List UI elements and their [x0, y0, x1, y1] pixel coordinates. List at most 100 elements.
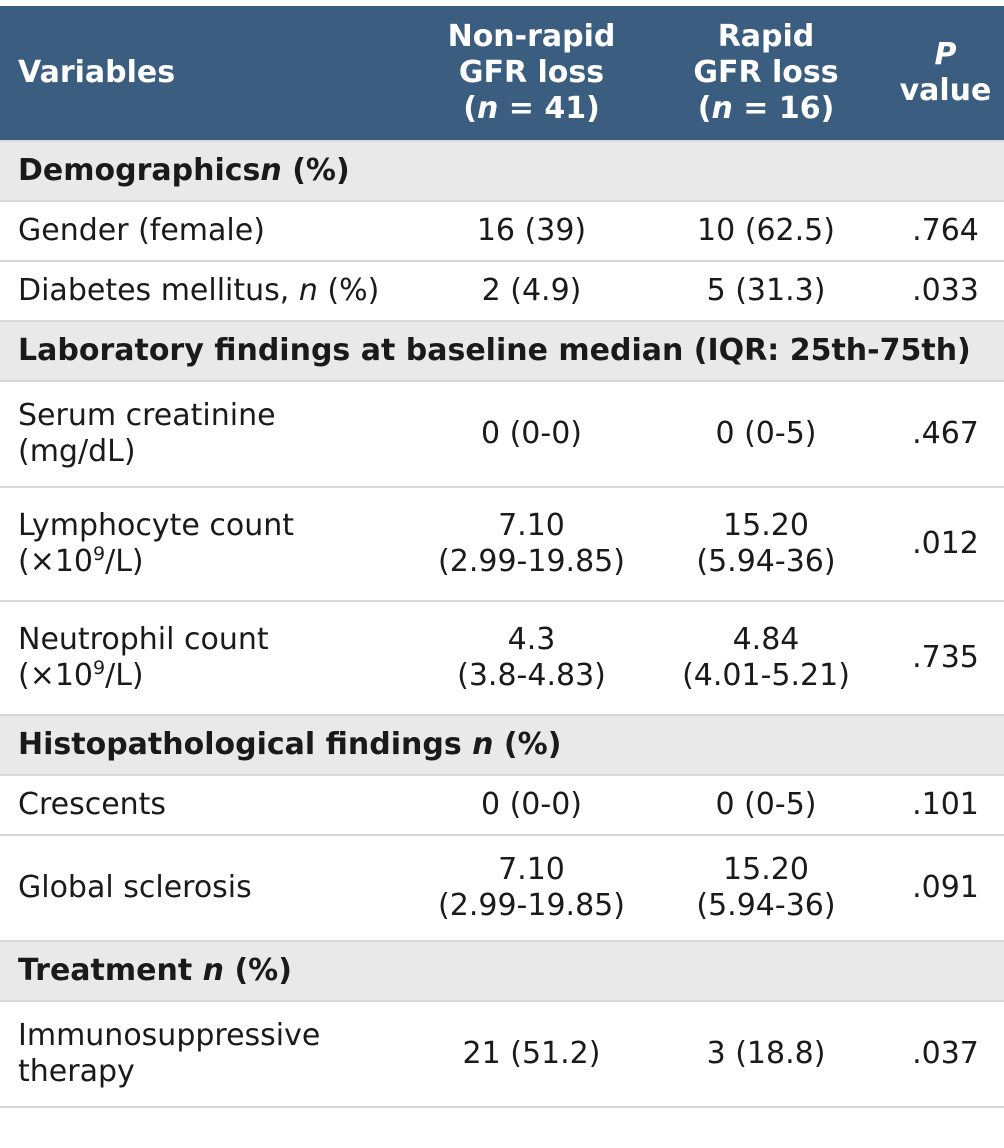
header-rapid-n: n	[711, 91, 733, 126]
section-histo-text: Histopathological findings	[18, 727, 473, 762]
row-neutrophil-label-sup: 9	[93, 657, 106, 679]
row-immuno-label-1: Immunosuppressive	[18, 1018, 321, 1053]
section-treatment-pct: (%)	[224, 953, 292, 988]
table-row: Gender (female) 16 (39) 10 (62.5) .764	[0, 201, 1004, 262]
header-non-rapid-line1: Non-rapid	[447, 19, 616, 54]
section-demographics-n: n	[260, 153, 282, 188]
row-gender-p: .764	[887, 201, 1004, 262]
row-sclerosis-rapid-1: 15.20	[723, 852, 809, 887]
row-lymphocyte-label: Lymphocyte count (×109/L)	[0, 487, 418, 602]
row-gender-label: Gender (female)	[0, 201, 418, 262]
data-table: Variables Non-rapid GFR loss (n = 41) Ra…	[0, 6, 1004, 1108]
row-lymphocyte-label-2a: (×10	[18, 544, 94, 579]
row-sclerosis-rapid-2: (5.94-36)	[696, 888, 836, 923]
section-demographics-label: Demographicsn (%)	[0, 141, 1004, 202]
row-diabetes-label: Diabetes mellitus, n (%)	[0, 261, 418, 322]
row-creatinine-label-2: (mg/dL)	[18, 434, 136, 469]
header-rapid-count: = 16)	[732, 91, 835, 126]
section-demographics: Demographicsn (%)	[0, 141, 1004, 202]
row-diabetes-non-rapid: 2 (4.9)	[418, 261, 645, 322]
section-histopathological-label: Histopathological findings n (%)	[0, 715, 1004, 776]
row-lymphocyte-non-rapid: 7.10 (2.99-19.85)	[418, 487, 645, 602]
section-demographics-text: Demographics	[18, 153, 261, 188]
row-immuno-rapid: 3 (18.8)	[645, 1001, 887, 1108]
section-treatment: Treatment n (%)	[0, 941, 1004, 1002]
table-row: Immunosuppressive therapy 21 (51.2) 3 (18…	[0, 1001, 1004, 1108]
row-neutrophil-label: Neutrophil count (×109/L)	[0, 601, 418, 716]
header-p-letter: P	[934, 37, 957, 72]
row-neutrophil-rapid-1: 4.84	[732, 622, 800, 657]
row-lymphocyte-non-rapid-2: (2.99-19.85)	[438, 544, 625, 579]
header-rapid-line1: Rapid	[717, 19, 815, 54]
header-non-rapid-n: n	[476, 91, 499, 126]
row-neutrophil-label-2a: (×10	[18, 658, 94, 693]
row-neutrophil-label-1: Neutrophil count	[18, 622, 269, 657]
header-value-word: value	[899, 73, 992, 108]
section-demographics-pct: (%)	[281, 153, 350, 188]
row-creatinine-label-1: Serum creatinine	[18, 398, 276, 433]
row-neutrophil-non-rapid-1: 4.3	[507, 622, 556, 657]
header-non-rapid-line2: GFR loss	[458, 55, 605, 90]
row-sclerosis-non-rapid-2: (2.99-19.85)	[438, 888, 625, 923]
row-diabetes-label-n: n	[298, 273, 318, 308]
header-variables: Variables	[0, 6, 418, 142]
row-lymphocyte-label-1: Lymphocyte count	[18, 508, 294, 543]
header-p-value: P value	[887, 6, 1004, 142]
section-histo-n: n	[472, 727, 494, 762]
section-laboratory-label: Laboratory findings at baseline median (…	[0, 321, 1004, 382]
row-sclerosis-p: .091	[887, 835, 1004, 942]
row-diabetes-label-c: (%)	[317, 273, 380, 308]
header-rapid-line2: GFR loss	[693, 55, 839, 90]
row-neutrophil-p: .735	[887, 601, 1004, 716]
section-treatment-label: Treatment n (%)	[0, 941, 1004, 1002]
row-sclerosis-rapid: 15.20 (5.94-36)	[645, 835, 887, 942]
header-non-rapid: Non-rapid GFR loss (n = 41)	[418, 6, 645, 142]
row-neutrophil-label-2b: /L)	[105, 658, 144, 693]
row-gender-rapid: 10 (62.5)	[645, 201, 887, 262]
row-creatinine-non-rapid: 0 (0-0)	[418, 381, 645, 488]
row-creatinine-rapid: 0 (0-5)	[645, 381, 887, 488]
row-diabetes-label-a: Diabetes mellitus,	[18, 273, 299, 308]
section-treatment-text: Treatment	[18, 953, 203, 988]
row-lymphocyte-p: .012	[887, 487, 1004, 602]
row-lymphocyte-non-rapid-1: 7.10	[498, 508, 565, 543]
row-crescents-non-rapid: 0 (0-0)	[418, 775, 645, 836]
row-diabetes-rapid: 5 (31.3)	[645, 261, 887, 322]
table-row: Diabetes mellitus, n (%) 2 (4.9) 5 (31.3…	[0, 261, 1004, 322]
row-crescents-label: Crescents	[0, 775, 418, 836]
section-treatment-n: n	[202, 953, 225, 988]
header-non-rapid-open: (	[463, 91, 477, 126]
row-crescents-rapid: 0 (0-5)	[645, 775, 887, 836]
header-rapid-open: (	[697, 91, 712, 126]
row-sclerosis-non-rapid: 7.10 (2.99-19.85)	[418, 835, 645, 942]
header-rapid: Rapid GFR loss (n = 16)	[645, 6, 887, 142]
row-creatinine-p: .467	[887, 381, 1004, 488]
section-laboratory: Laboratory findings at baseline median (…	[0, 321, 1004, 382]
row-neutrophil-non-rapid: 4.3 (3.8-4.83)	[418, 601, 645, 716]
row-lymphocyte-label-2b: /L)	[105, 544, 144, 579]
row-lymphocyte-rapid-1: 15.20	[723, 508, 809, 543]
row-immuno-p: .037	[887, 1001, 1004, 1108]
row-immuno-label-2: therapy	[18, 1054, 135, 1089]
row-immuno-label: Immunosuppressive therapy	[0, 1001, 418, 1108]
table-row: Crescents 0 (0-0) 0 (0-5) .101	[0, 775, 1004, 836]
row-gender-non-rapid: 16 (39)	[418, 201, 645, 262]
row-lymphocyte-rapid-2: (5.94-36)	[696, 544, 836, 579]
header-non-rapid-count: = 41)	[498, 91, 600, 126]
row-sclerosis-non-rapid-1: 7.10	[498, 852, 565, 887]
row-immuno-non-rapid: 21 (51.2)	[418, 1001, 645, 1108]
header-row: Variables Non-rapid GFR loss (n = 41) Ra…	[0, 6, 1004, 142]
row-lymphocyte-rapid: 15.20 (5.94-36)	[645, 487, 887, 602]
section-histo-pct: (%)	[493, 727, 562, 762]
table-row: Lymphocyte count (×109/L) 7.10 (2.99-19.85…	[0, 487, 1004, 602]
table-row: Neutrophil count (×109/L) 4.3 (3.8-4.83) 4…	[0, 601, 1004, 716]
row-creatinine-label: Serum creatinine (mg/dL)	[0, 381, 418, 488]
row-lymphocyte-label-sup: 9	[93, 543, 106, 565]
section-histopathological: Histopathological findings n (%)	[0, 715, 1004, 776]
table-row: Serum creatinine (mg/dL) 0 (0-0) 0 (0-5) …	[0, 381, 1004, 488]
row-sclerosis-label: Global sclerosis	[0, 835, 418, 942]
table-row: Global sclerosis 7.10 (2.99-19.85) 15.20(…	[0, 835, 1004, 942]
row-crescents-p: .101	[887, 775, 1004, 836]
row-neutrophil-rapid-2: (4.01-5.21)	[682, 658, 850, 693]
